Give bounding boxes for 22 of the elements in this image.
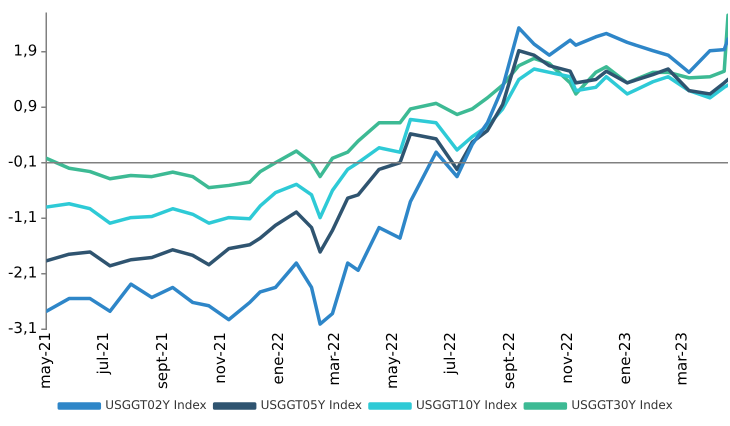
x-tick-label: mar-23 xyxy=(672,332,690,386)
y-tick-label: 1,9 xyxy=(13,42,38,60)
legend-label: USGGT10Y Index xyxy=(416,398,518,412)
y-tick-label: -2,1 xyxy=(8,263,38,282)
y-tick-label: -3,1 xyxy=(8,318,38,337)
y-tick-label: -0,1 xyxy=(8,152,38,171)
x-tick-label: sept-21 xyxy=(153,332,172,390)
legend-label: USGGT30Y Index xyxy=(571,398,673,412)
legend-label: USGGT02Y Index xyxy=(105,398,207,412)
x-tick-label: jul-22 xyxy=(441,332,460,376)
legend-label: USGGT05Y Index xyxy=(260,398,362,412)
x-tick-label: may-21 xyxy=(36,332,54,389)
x-tick-label: nov-21 xyxy=(211,332,230,384)
y-tick-label: -1,1 xyxy=(8,208,38,226)
x-tick-label: ene-22 xyxy=(269,332,288,385)
x-tick-label: mar-22 xyxy=(325,332,344,386)
x-tick-label: ene-23 xyxy=(616,332,634,385)
x-tick-label: sept-22 xyxy=(500,332,518,390)
x-tick-label: may-22 xyxy=(383,332,402,389)
x-tick-label: jul-21 xyxy=(94,332,112,376)
x-tick-label: nov-22 xyxy=(558,332,576,384)
y-tick-label: 0,9 xyxy=(13,97,38,116)
